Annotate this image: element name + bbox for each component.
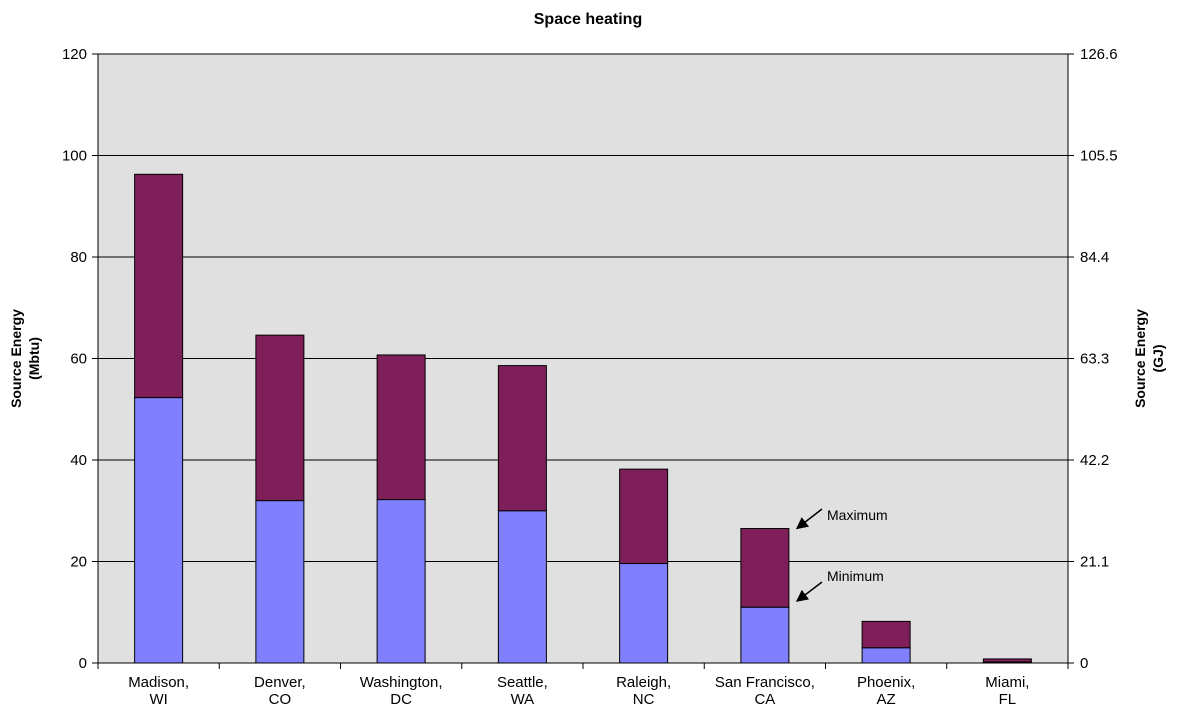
category-label: CO xyxy=(269,691,292,708)
bar-minimum xyxy=(255,500,305,664)
category-label: Miami, xyxy=(985,674,1029,691)
left-tick-label: 20 xyxy=(70,554,87,571)
left-tick-label: 80 xyxy=(70,249,87,266)
right-tick-label: 0 xyxy=(1080,655,1088,672)
left-tick-label: 60 xyxy=(70,351,87,368)
left-axis-title: (Mbtu) xyxy=(26,337,42,380)
bar-minimum xyxy=(861,647,911,664)
minimum-arrow xyxy=(795,581,823,602)
bar-maximum xyxy=(740,528,790,608)
category-label: NC xyxy=(633,691,655,708)
labels: 0 0 20 21.1 40 42.2 60 63.3 80 84.4 100 105.5 120 126… xyxy=(8,46,1166,708)
bar-minimum xyxy=(376,499,426,664)
left-axis-title: Source Energy xyxy=(8,309,24,408)
category-label: Seattle, xyxy=(497,674,548,691)
minimum-annotation: Minimum xyxy=(827,568,884,584)
category-label: CA xyxy=(754,691,775,708)
annotations: Maximum Minimum xyxy=(795,507,888,602)
category-label: FL xyxy=(999,691,1017,708)
right-tick-label: 63.3 xyxy=(1080,351,1109,368)
bars xyxy=(134,173,1032,664)
right-tick-label: 84.4 xyxy=(1080,249,1109,266)
maximum-annotation: Maximum xyxy=(827,507,888,523)
axes xyxy=(92,53,1074,669)
bar-minimum xyxy=(497,510,547,664)
right-tick-label: 42.2 xyxy=(1080,452,1109,469)
bar-maximum xyxy=(255,334,305,502)
bar-maximum xyxy=(982,658,1032,663)
left-tick-label: 40 xyxy=(70,452,87,469)
bar-maximum xyxy=(861,620,911,649)
left-tick-label: 100 xyxy=(62,148,87,165)
bar-maximum xyxy=(376,354,426,501)
bar-maximum xyxy=(134,173,184,399)
category-label: Phoenix, xyxy=(857,674,915,691)
maximum-arrow xyxy=(795,508,823,530)
category-label: Raleigh, xyxy=(616,674,671,691)
left-tick-label: 0 xyxy=(79,655,87,672)
category-label: Washington, xyxy=(360,674,443,691)
category-label: DC xyxy=(390,691,412,708)
chart-title: Space heating xyxy=(534,11,642,28)
bar-minimum xyxy=(740,606,790,664)
category-label: Madison, xyxy=(128,674,189,691)
category-label: AZ xyxy=(877,691,896,708)
category-label: Denver, xyxy=(254,674,306,691)
right-tick-label: 21.1 xyxy=(1080,554,1109,571)
left-tick-label: 120 xyxy=(62,46,87,63)
bar-maximum xyxy=(619,468,669,565)
bar-minimum xyxy=(134,397,184,664)
right-tick-label: 105.5 xyxy=(1080,148,1118,165)
right-tick-label: 126.6 xyxy=(1080,46,1118,63)
bar-maximum xyxy=(497,365,547,512)
bar-minimum xyxy=(619,563,669,664)
right-axis-title: Source Energy xyxy=(1132,309,1148,408)
category-label: WA xyxy=(511,691,535,708)
category-label: WI xyxy=(149,691,167,708)
right-axis-title: (GJ) xyxy=(1150,345,1166,373)
category-label: San Francisco, xyxy=(715,674,815,691)
